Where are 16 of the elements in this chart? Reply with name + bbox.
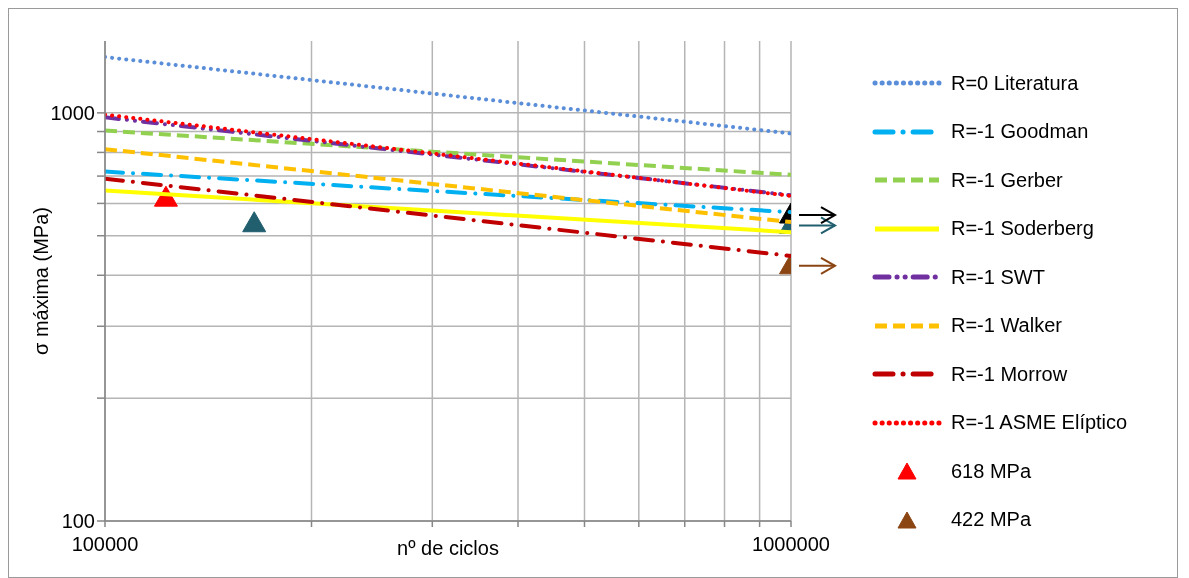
legend-label: R=-1 Soderberg bbox=[951, 217, 1094, 241]
legend-label: 422 MPa bbox=[951, 508, 1032, 532]
legend-label: R=-1 Gerber bbox=[951, 168, 1063, 192]
x-tick-label: 1000000 bbox=[752, 533, 830, 556]
legend-label: R=-1 ASME Elíptico bbox=[951, 411, 1128, 435]
y-tick-label: 1000 bbox=[50, 101, 95, 124]
legend-label: R=-1 SWT bbox=[951, 265, 1045, 289]
x-axis-title: nº de ciclos bbox=[396, 537, 500, 560]
legend-label: R=-1 Goodman bbox=[951, 120, 1089, 144]
x-tick-label: 100000 bbox=[71, 533, 139, 556]
legend-label: R=-1 Morrow bbox=[951, 362, 1068, 386]
legend-label: R=-1 Walker bbox=[951, 314, 1062, 338]
legend-label: 618 MPa bbox=[951, 459, 1032, 483]
y-axis-title: σ máxima (MPa) bbox=[29, 207, 53, 355]
legend-label: R=0 Literatura bbox=[951, 71, 1079, 95]
y-tick-label: 100 bbox=[61, 510, 95, 533]
